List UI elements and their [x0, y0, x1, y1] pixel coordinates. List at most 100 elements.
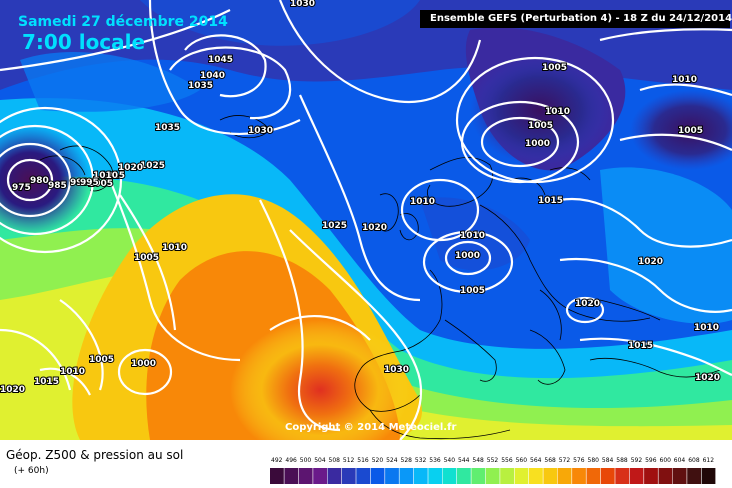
- svg-text:1040: 1040: [200, 71, 225, 81]
- legend-value: 564: [530, 457, 542, 464]
- pressure-labels: 1030 1045 1040 1035 1035 1030 1025 1020 …: [0, 0, 721, 396]
- legend-swatch: [370, 468, 385, 484]
- legend-value: 556: [501, 457, 513, 464]
- legend-value: 520: [372, 457, 384, 464]
- center-low-label: 1000: [455, 251, 480, 261]
- color-legend: 492 496 500 504 508 512 516 520 524 528 532 536 540 5…: [270, 457, 716, 484]
- svg-text:985: 985: [48, 181, 67, 191]
- svg-text:1015: 1015: [628, 341, 653, 351]
- legend-value: 540: [444, 457, 456, 464]
- svg-text:1005: 1005: [542, 63, 567, 73]
- legend-swatch: [385, 468, 399, 484]
- svg-text:1030: 1030: [290, 0, 315, 9]
- svg-text:995: 995: [80, 178, 99, 188]
- legend-swatch: [485, 468, 500, 484]
- legend-swatch: [500, 468, 514, 484]
- svg-text:999: 999: [70, 178, 89, 188]
- legend-value: 580: [588, 457, 600, 464]
- legend-swatch: [600, 468, 615, 484]
- legend-swatch: [586, 468, 601, 484]
- forecast-time: 7:00 locale: [22, 30, 146, 54]
- svg-text:1000: 1000: [525, 139, 550, 149]
- legend-swatch: [457, 468, 471, 484]
- svg-text:1015: 1015: [538, 196, 563, 206]
- svg-text:1010: 1010: [410, 197, 435, 207]
- legend-swatch: [644, 468, 658, 484]
- svg-text:980: 980: [30, 176, 49, 186]
- legend-value: 528: [401, 457, 413, 464]
- legend-value: 596: [645, 457, 657, 464]
- svg-text:1010: 1010: [162, 243, 187, 253]
- legend-value: 552: [487, 457, 499, 464]
- svg-text:1005: 1005: [528, 121, 553, 131]
- forecast-date: Samedi 27 décembre 2014: [18, 14, 228, 30]
- svg-text:1020: 1020: [575, 299, 600, 309]
- legend-swatch: [629, 468, 644, 484]
- legend-value: 504: [314, 457, 326, 464]
- legend-value: 516: [357, 457, 369, 464]
- copyright-text: Copyright © 2014 Meteociel.fr: [285, 422, 457, 433]
- legend-swatch: [557, 468, 572, 484]
- legend-swatch: [529, 468, 543, 484]
- legend-value: 608: [688, 457, 700, 464]
- legend-swatch: [514, 468, 529, 484]
- legend-value: 600: [660, 457, 672, 464]
- legend-value: 572: [559, 457, 571, 464]
- legend-value: 544: [458, 457, 470, 464]
- low-pressure-label: 975: [12, 183, 31, 193]
- svg-text:1010: 1010: [694, 323, 719, 333]
- svg-text:1020: 1020: [0, 385, 25, 395]
- svg-text:1005: 1005: [678, 126, 703, 136]
- legend-swatch: [341, 468, 356, 484]
- legend-swatch: [701, 468, 716, 484]
- legend-swatch: [327, 468, 342, 484]
- legend-swatch: [428, 468, 443, 484]
- legend-value: 560: [516, 457, 528, 464]
- svg-text:1035: 1035: [188, 81, 213, 91]
- svg-text:1010: 1010: [460, 231, 485, 241]
- legend-swatch: [313, 468, 327, 484]
- svg-text:1025: 1025: [322, 221, 347, 231]
- svg-text:1010: 1010: [672, 75, 697, 85]
- high-pressure-label: 1045: [208, 55, 233, 65]
- legend-swatch: [658, 468, 673, 484]
- legend-swatch: [298, 468, 313, 484]
- legend-value: 592: [631, 457, 643, 464]
- svg-text:1005: 1005: [89, 355, 114, 365]
- legend-swatch: [442, 468, 457, 484]
- svg-text:1000: 1000: [131, 359, 156, 369]
- legend-value: 492: [271, 457, 283, 464]
- legend-swatch: [687, 468, 701, 484]
- weather-map: 1030 1045 1040 1035 1035 1030 1025 1020 …: [0, 0, 732, 440]
- legend-value: 568: [544, 457, 556, 464]
- footer-subtitle: (+ 60h): [14, 466, 49, 476]
- footer-title: Géop. Z500 & pression au sol: [6, 448, 184, 462]
- legend-swatch: [413, 468, 428, 484]
- legend-swatch: [399, 468, 414, 484]
- svg-text:1030: 1030: [384, 365, 409, 375]
- svg-text:1005: 1005: [460, 286, 485, 296]
- legend-value: 536: [429, 457, 441, 464]
- svg-text:1015: 1015: [34, 377, 59, 387]
- isobars: [0, 0, 732, 440]
- legend-value: 496: [285, 457, 297, 464]
- svg-text:1010: 1010: [93, 171, 118, 181]
- svg-text:1015: 1015: [100, 171, 125, 181]
- legend-swatch: [672, 468, 687, 484]
- coastlines: [39, 115, 721, 440]
- legend-value: 612: [703, 457, 715, 464]
- svg-text:1020: 1020: [362, 223, 387, 233]
- svg-text:1035: 1035: [155, 123, 180, 133]
- svg-text:1005: 1005: [134, 253, 159, 263]
- legend-value: 508: [329, 457, 341, 464]
- legend-value: 548: [472, 457, 484, 464]
- legend-value: 588: [616, 457, 628, 464]
- legend-value: 500: [300, 457, 312, 464]
- legend-value: 576: [573, 457, 585, 464]
- legend-value: 532: [415, 457, 427, 464]
- svg-text:1030: 1030: [248, 126, 273, 136]
- legend-value: 584: [602, 457, 614, 464]
- svg-text:1020: 1020: [118, 163, 143, 173]
- legend-swatch: [572, 468, 586, 484]
- svg-text:1005: 1005: [88, 179, 113, 189]
